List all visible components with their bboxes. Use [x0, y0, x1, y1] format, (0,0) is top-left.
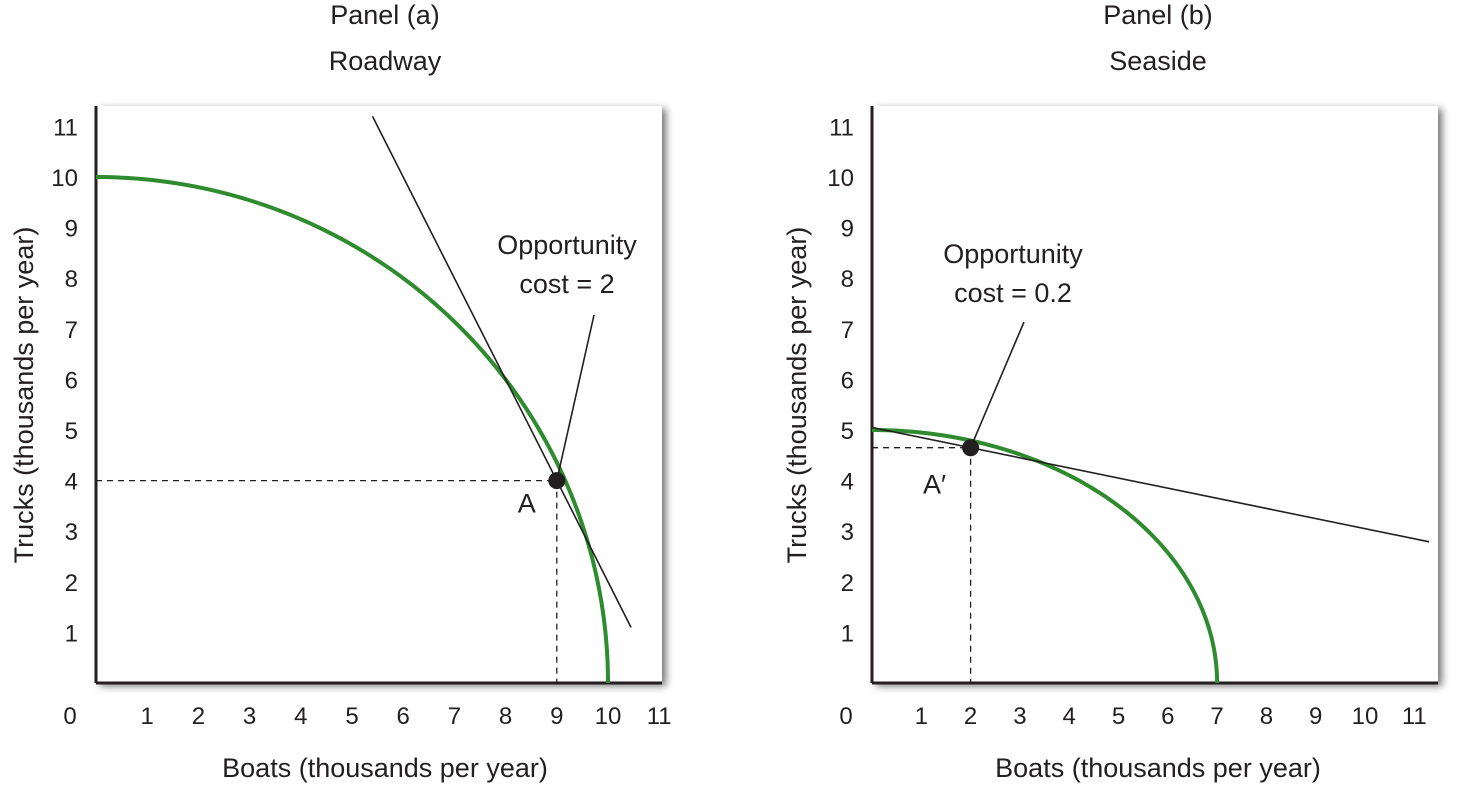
- y-tick-label: 9: [65, 216, 78, 243]
- y-axis-label: Trucks (thousands per year): [9, 227, 39, 564]
- x-tick-label: 5: [1112, 703, 1125, 730]
- panel-label: Panel (a): [330, 0, 440, 30]
- x-tick-label: 6: [397, 703, 410, 730]
- x-tick-label: 3: [1013, 703, 1026, 730]
- point-marker: [962, 439, 980, 457]
- x-tick-label: 2: [964, 703, 977, 730]
- y-tick-label: 5: [65, 418, 78, 445]
- y-tick-label: 1: [65, 620, 78, 647]
- point-marker: [548, 472, 566, 490]
- x-tick-label: 11: [647, 703, 672, 730]
- x-tick-label: 5: [345, 703, 358, 730]
- annotation-line-2: cost = 2: [519, 269, 614, 299]
- y-axis-label: Trucks (thousands per year): [782, 227, 812, 564]
- x-tick-label: 3: [243, 703, 256, 730]
- annotation-line-1: Opportunity: [943, 239, 1083, 269]
- y-tick-label: 11: [53, 114, 78, 141]
- y-tick-label: 10: [51, 165, 78, 192]
- x-tick-label: 8: [1260, 703, 1273, 730]
- y-tick-label: 5: [841, 418, 854, 445]
- tangent-line: [371, 115, 632, 628]
- y-tick-label: 3: [841, 519, 854, 546]
- y-tick-label: 8: [65, 266, 78, 293]
- annotation-leader: [556, 314, 595, 481]
- chart-title: Seaside: [1109, 46, 1207, 76]
- annotation-line-1: Opportunity: [497, 230, 637, 260]
- x-tick-label: 0: [63, 703, 76, 730]
- x-tick-label: 4: [294, 703, 307, 730]
- y-tick-label: 1: [841, 620, 854, 647]
- y-tick-label: 6: [65, 367, 78, 394]
- x-tick-label: 1: [915, 703, 928, 730]
- y-tick-label: 6: [841, 367, 854, 394]
- x-tick-label: 8: [499, 703, 512, 730]
- production-frontier-curve: [871, 428, 1220, 684]
- panel-label: Panel (b): [1103, 0, 1213, 30]
- y-tick-label: 4: [841, 469, 854, 496]
- y-tick-label: 4: [65, 469, 78, 496]
- x-axis-label: Boats (thousands per year): [222, 753, 548, 783]
- x-tick-label: 0: [839, 703, 852, 730]
- production-frontier-curve: [95, 175, 610, 684]
- annotation-line-2: cost = 0.2: [954, 278, 1072, 308]
- y-tick-label: 7: [841, 317, 854, 344]
- y-tick-label: 9: [841, 216, 854, 243]
- plot-area: [872, 106, 1438, 683]
- x-tick-label: 6: [1161, 703, 1174, 730]
- x-tick-label: 7: [1210, 703, 1223, 730]
- point-label: A′: [923, 470, 946, 500]
- y-tick-label: 7: [65, 317, 78, 344]
- annotation-leader: [969, 321, 1025, 449]
- y-tick-label: 3: [65, 519, 78, 546]
- x-tick-label: 7: [448, 703, 461, 730]
- x-tick-label: 2: [192, 703, 205, 730]
- x-tick-label: 1: [141, 703, 154, 730]
- y-tick-label: 11: [829, 114, 854, 141]
- x-tick-label: 4: [1063, 703, 1076, 730]
- x-tick-label: 9: [1309, 703, 1322, 730]
- y-tick-label: 2: [65, 570, 78, 597]
- x-tick-label: 9: [550, 703, 563, 730]
- x-tick-label: 11: [1402, 703, 1427, 730]
- x-axis-label: Boats (thousands per year): [995, 753, 1321, 783]
- point-label: A: [518, 489, 536, 519]
- chart-title: Roadway: [329, 46, 442, 76]
- x-tick-label: 10: [595, 703, 622, 730]
- plot-area: [96, 106, 662, 683]
- y-tick-label: 8: [841, 266, 854, 293]
- y-tick-label: 2: [841, 570, 854, 597]
- x-tick-label: 10: [1352, 703, 1379, 730]
- y-tick-label: 10: [827, 165, 854, 192]
